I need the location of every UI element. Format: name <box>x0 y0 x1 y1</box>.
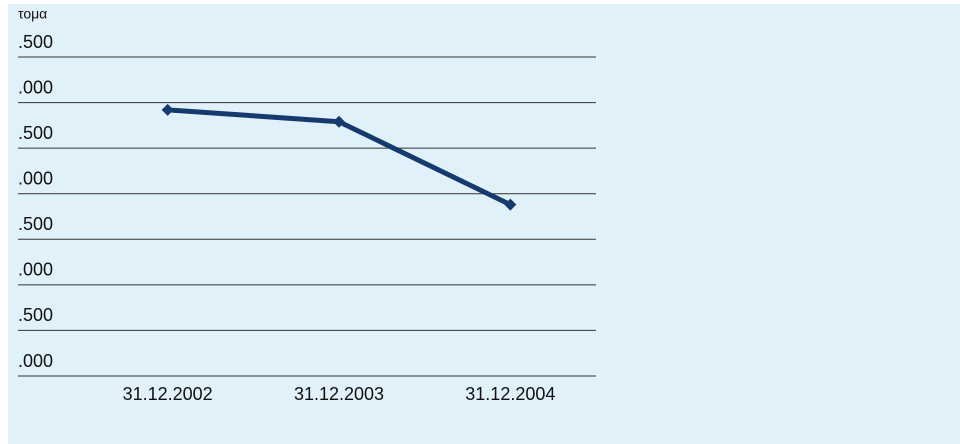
x-tick-label: 31.12.2002 <box>123 384 213 404</box>
x-tick-label: 31.12.2003 <box>294 384 384 404</box>
x-tick-label: 31.12.2004 <box>465 384 555 404</box>
y-tick-label: .500 <box>18 305 53 325</box>
y-tick-label: .000 <box>18 260 53 280</box>
y-tick-label: .500 <box>18 32 53 52</box>
y-tick-label: .000 <box>18 351 53 371</box>
y-tick-label: .500 <box>18 214 53 234</box>
y-tick-label: .000 <box>18 168 53 188</box>
y-tick-label: .000 <box>18 77 53 97</box>
background <box>8 4 960 444</box>
marker <box>161 103 174 116</box>
marker <box>504 198 517 211</box>
y-tick-label: .500 <box>18 123 53 143</box>
marker <box>333 115 345 128</box>
y-axis-label: τομα <box>18 6 47 22</box>
